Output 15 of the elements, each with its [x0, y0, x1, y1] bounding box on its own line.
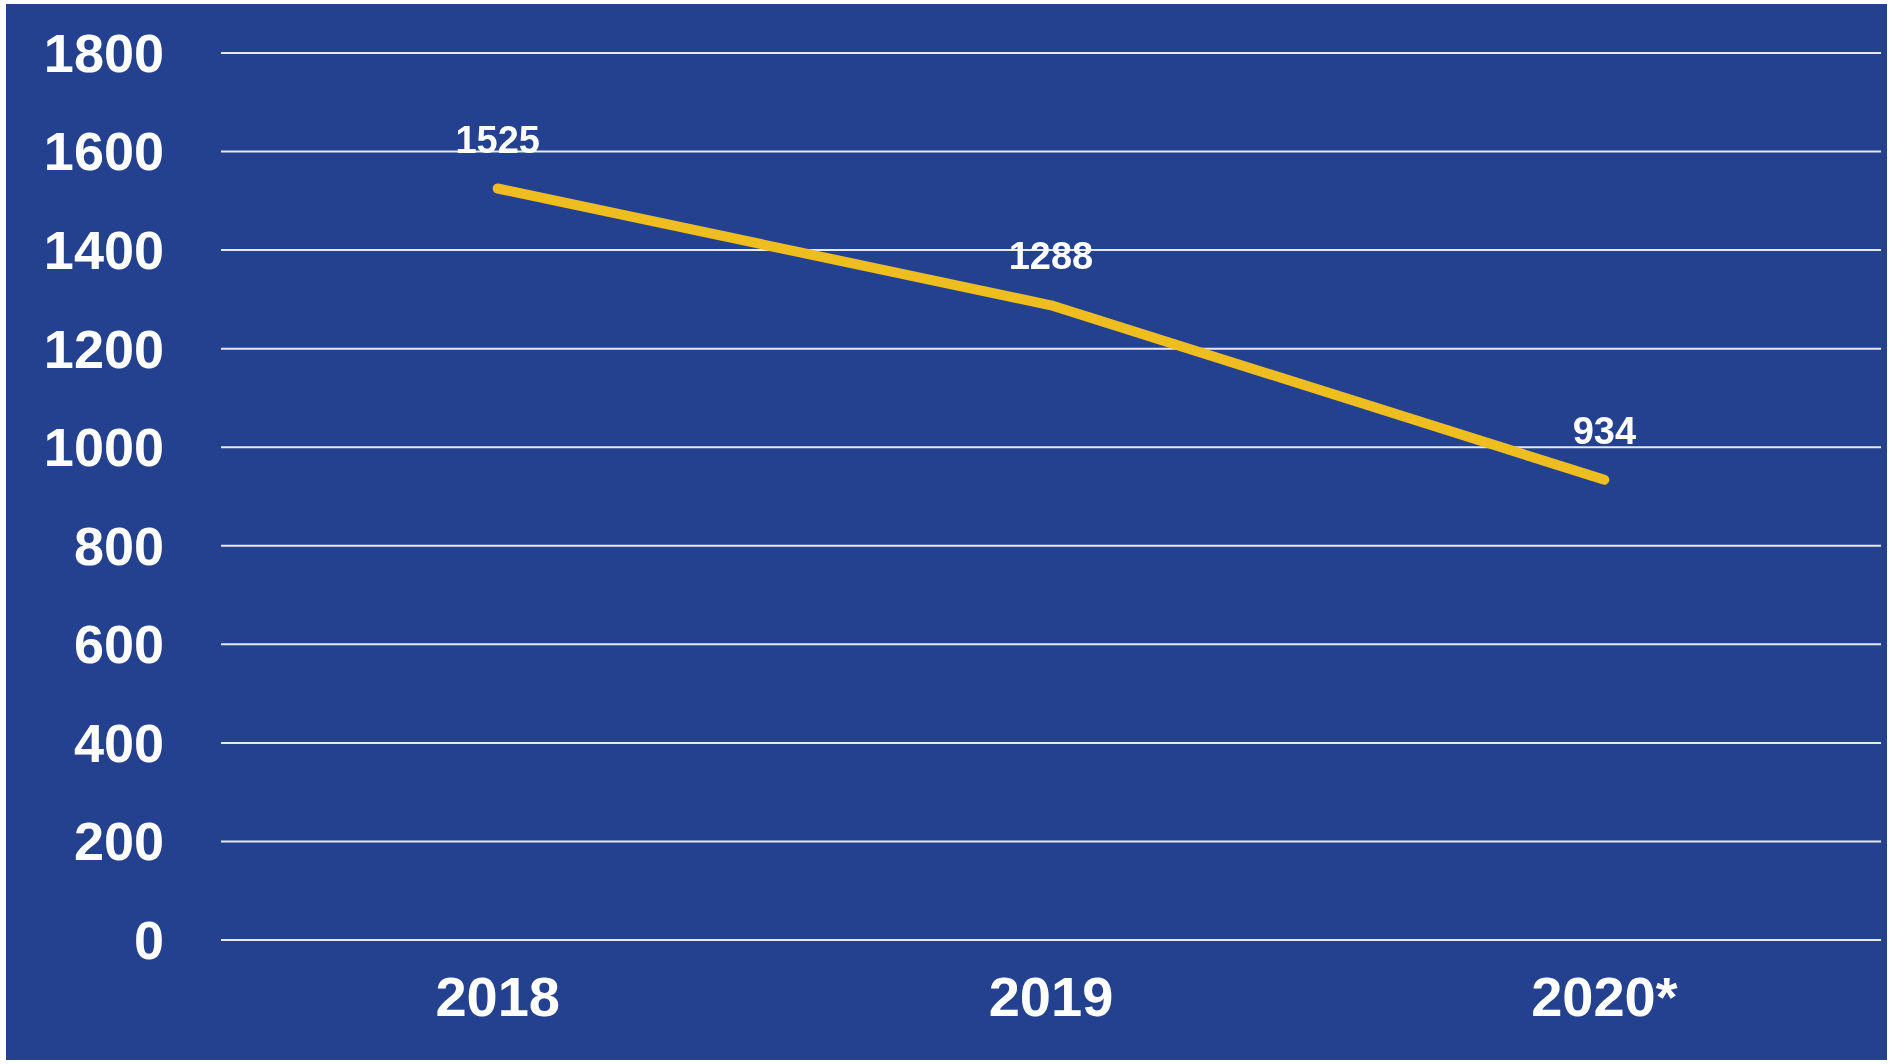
x-tick-label: 2018 [435, 965, 560, 1028]
y-tick-label: 800 [73, 515, 164, 576]
y-tick-label: 600 [73, 614, 164, 675]
y-tick-label: 400 [73, 712, 164, 773]
y-tick-label: 0 [133, 909, 164, 970]
x-tick-label: 2020* [1531, 965, 1678, 1028]
data-label: 1525 [455, 118, 540, 161]
y-tick-label: 1400 [43, 220, 164, 281]
y-tick-label: 1000 [43, 417, 164, 478]
x-tick-label: 2019 [988, 965, 1114, 1028]
y-tick-label: 1800 [43, 22, 164, 83]
y-tick-label: 1600 [43, 121, 164, 182]
y-tick-label: 1200 [43, 318, 164, 379]
y-tick-label: 200 [73, 811, 164, 872]
data-label: 934 [1572, 409, 1637, 452]
